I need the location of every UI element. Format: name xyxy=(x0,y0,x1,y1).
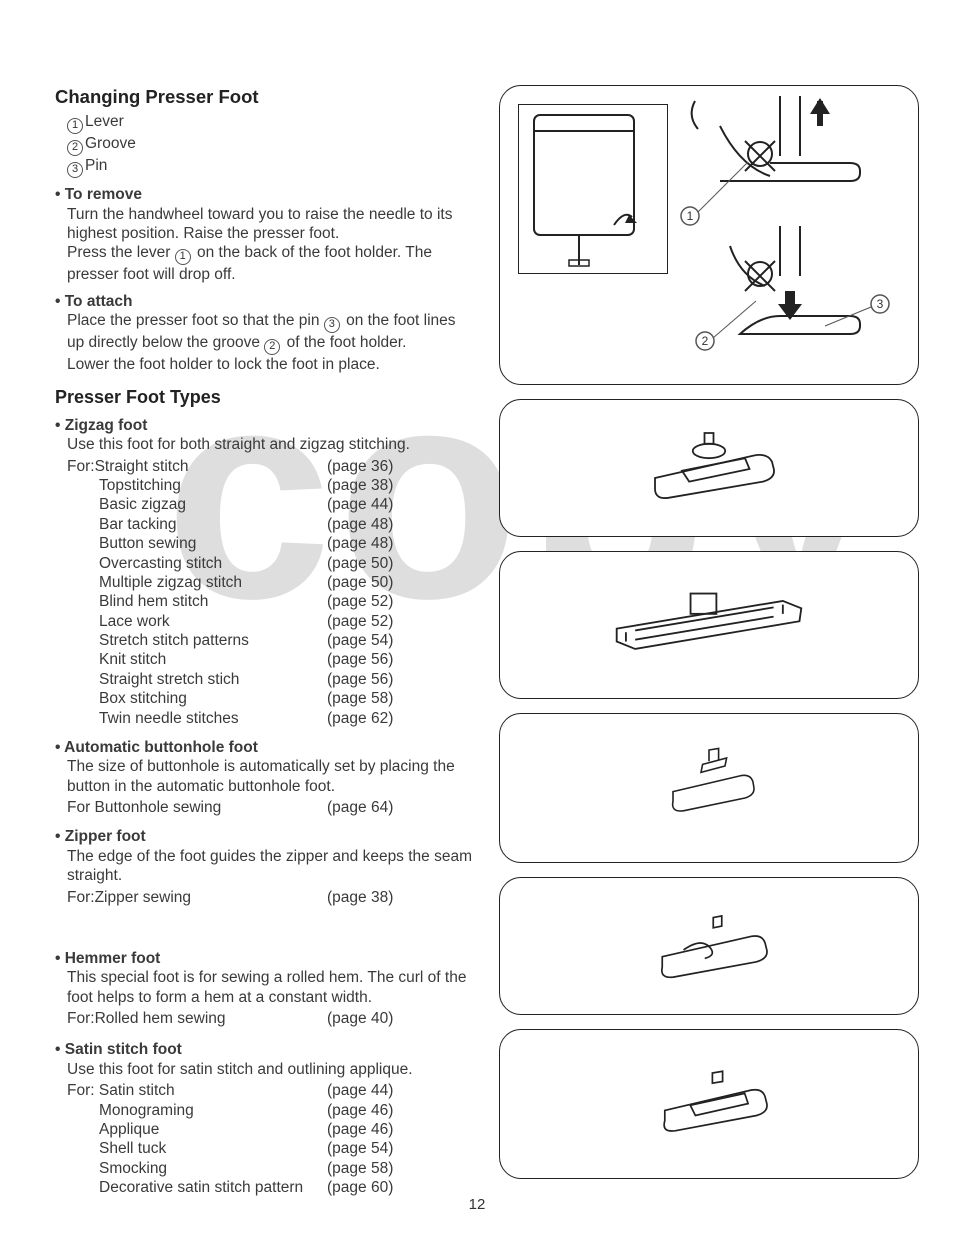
svg-text:1: 1 xyxy=(687,209,694,223)
text-zigzag-desc: Use this foot for both straight and zigz… xyxy=(55,435,475,454)
text-attach-1: Place the presser foot so that the pin 3… xyxy=(55,311,475,355)
diagram-changing-presser-foot: 1 2 xyxy=(499,85,919,385)
left-column: Changing Presser Foot 1Lever 2Groove 3Pi… xyxy=(55,85,475,1197)
text-zipper-desc: The edge of the foot guides the zipper a… xyxy=(55,847,475,886)
diagram-zipper-foot xyxy=(499,713,919,863)
diagram-zigzag-foot xyxy=(499,399,919,537)
table-zipper-uses: For:Zipper sewing(page 38) xyxy=(55,888,475,907)
heading-zigzag-foot: Zigzag foot xyxy=(55,416,475,435)
part-groove: 2Groove xyxy=(67,134,475,156)
diagram-satin-foot xyxy=(499,1029,919,1179)
text-hemmer-desc: This special foot is for sewing a rolled… xyxy=(55,968,475,1007)
table-buttonhole-uses: For Buttonhole sewing(page 64) xyxy=(55,798,475,817)
heading-buttonhole-foot: Automatic buttonhole foot xyxy=(55,738,475,757)
heading-satin-foot: Satin stitch foot xyxy=(55,1040,475,1059)
heading-to-remove: To remove xyxy=(55,185,475,204)
table-satin-uses: For: Satin stitch(page 44) Monograming(p… xyxy=(55,1081,475,1197)
heading-to-attach: To attach xyxy=(55,292,475,311)
text-satin-desc: Use this foot for satin stitch and outli… xyxy=(55,1060,475,1079)
heading-presser-foot-types: Presser Foot Types xyxy=(55,386,475,409)
svg-text:2: 2 xyxy=(702,334,709,348)
diagram-hemmer-foot xyxy=(499,877,919,1015)
table-hemmer-uses: For:Rolled hem sewing(page 40) xyxy=(55,1009,475,1028)
diagram-machine-inset xyxy=(518,104,668,274)
heading-hemmer-foot: Hemmer foot xyxy=(55,949,475,968)
diagram-buttonhole-foot xyxy=(499,551,919,699)
table-zigzag-uses: For:Straight stitch(page 36) Topstitchin… xyxy=(55,457,475,728)
part-lever: 1Lever xyxy=(67,112,475,134)
svg-text:3: 3 xyxy=(877,297,884,311)
text-remove-2: Press the lever 1 on the back of the foo… xyxy=(55,243,475,284)
text-remove-1: Turn the handwheel toward you to raise t… xyxy=(55,205,475,244)
text-attach-2: Lower the foot holder to lock the foot i… xyxy=(55,355,475,374)
right-column: 1 2 xyxy=(499,85,919,1197)
heading-zipper-foot: Zipper foot xyxy=(55,827,475,846)
text-buttonhole-desc: The size of buttonhole is automatically … xyxy=(55,757,475,796)
part-pin: 3Pin xyxy=(67,156,475,178)
heading-changing-presser-foot: Changing Presser Foot xyxy=(55,85,475,108)
page-number: 12 xyxy=(0,1196,954,1213)
